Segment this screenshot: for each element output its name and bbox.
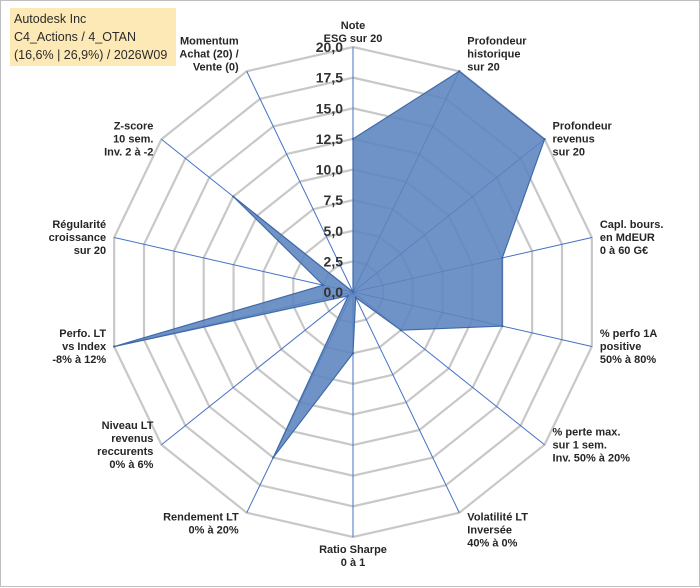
r-tick-label: 7,5 (324, 192, 344, 208)
axis-label: Régularité (52, 219, 106, 231)
axis-label: ESG sur 20 (324, 33, 383, 45)
r-tick-label: 12,5 (316, 131, 343, 147)
company-name: Autodesk Inc (14, 12, 87, 26)
data-point (351, 352, 355, 355)
data-point (112, 345, 116, 348)
axis-label: Perfo. LT (59, 328, 106, 340)
axis-label: revenus (553, 134, 595, 146)
axis-label: 40% à 0% (467, 538, 517, 550)
axis-label: positive (600, 341, 642, 353)
axis-label: 10 sem. (113, 134, 153, 146)
data-point (351, 290, 355, 294)
axis-label: reccurents (97, 446, 153, 458)
data-point (321, 283, 325, 287)
chart-title-box: Autodesk Inc C4_Actions / 4_OTAN (16,6% … (10, 8, 176, 66)
performance-period: (16,6% | 26,9%) / 2026W09 (14, 48, 168, 62)
axis-label: en MdEUR (600, 232, 655, 244)
axis-label: Rendement LT (163, 512, 239, 524)
r-tick-label: 0,0 (324, 284, 344, 300)
data-point (232, 195, 235, 198)
axis-label: vs Index (62, 341, 107, 353)
axis-label: revenus (111, 433, 153, 445)
axis-spoke (246, 71, 354, 293)
axis-label: Inv. 50% à 20% (553, 452, 631, 464)
axis-label: Vente (0) (193, 61, 239, 73)
data-point (501, 256, 504, 260)
axis-label: Profondeur (553, 121, 613, 133)
axis-label: 0 à 60 G€ (600, 245, 648, 257)
axis-spoke (352, 291, 460, 513)
axis-label: Note (341, 20, 365, 32)
data-point (501, 324, 504, 328)
data-point (458, 70, 461, 73)
r-tick-label: 2,5 (324, 253, 344, 269)
axis-label: sur 1 sem. (553, 439, 607, 451)
axis-label: Volatilité LT (467, 512, 528, 524)
axis-label: 0% à 6% (109, 459, 153, 471)
r-tick-label: 15,0 (316, 100, 343, 116)
axis-label: sur 20 (467, 61, 499, 73)
data-point (543, 138, 546, 141)
axis-label: historique (467, 48, 520, 60)
axis-label: Z-score (114, 121, 154, 133)
data-point (347, 294, 350, 298)
axis-label: -8% à 12% (52, 354, 106, 366)
data-point (354, 296, 357, 299)
axis-label: 50% à 80% (600, 354, 656, 366)
axis-label: Ratio Sharpe (319, 544, 387, 556)
portfolio-path: C4_Actions / 4_OTAN (14, 30, 137, 44)
data-point (399, 328, 403, 332)
axis-label: Momentum (180, 35, 239, 47)
axis-label: Inversée (467, 525, 512, 537)
data-point (272, 456, 275, 459)
r-tick-label: 5,0 (324, 223, 344, 239)
axis-label: % perfo 1A (600, 328, 658, 340)
axis-label: sur 20 (74, 245, 106, 257)
axis-label: Profondeur (467, 35, 527, 47)
axis-label: Capl. bours. (600, 219, 664, 231)
axis-label: sur 20 (553, 147, 585, 159)
axis-label: 0% à 20% (189, 525, 239, 537)
r-tick-label: 20,0 (316, 39, 343, 55)
axis-label: Inv. 2 à -2 (104, 147, 153, 159)
axis-label: % perte max. (553, 426, 621, 438)
axis-label: 0 à 1 (341, 557, 365, 569)
axis-spoke (161, 291, 354, 446)
axis-spoke (114, 236, 354, 293)
axis-label: Niveau LT (102, 420, 154, 432)
data-point (351, 137, 355, 141)
r-tick-label: 10,0 (316, 162, 343, 178)
axis-label: Achat (20) / (179, 48, 238, 60)
r-tick-label: 17,5 (316, 70, 343, 86)
axis-label: croissance (49, 232, 106, 244)
